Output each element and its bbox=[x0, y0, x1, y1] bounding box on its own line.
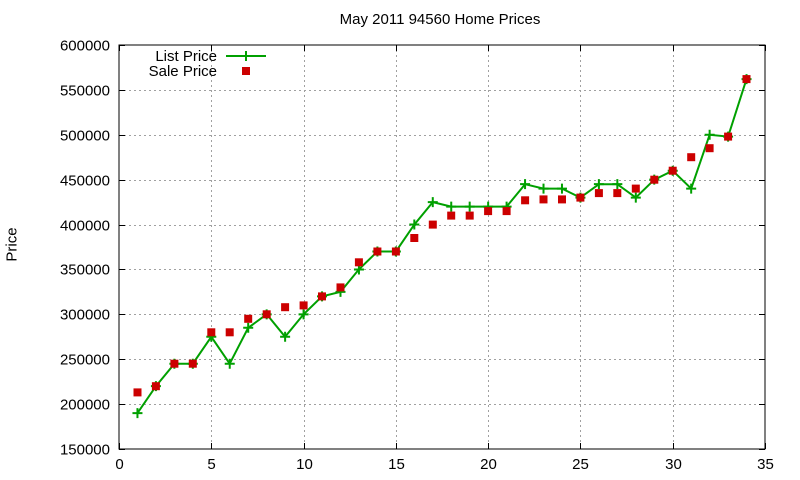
plot-frame bbox=[118, 44, 766, 450]
x-axis-ticks: 0 5 10 15 20 25 30 35 bbox=[115, 45, 774, 473]
x-tick-label: 15 bbox=[388, 456, 405, 473]
series-list-price bbox=[132, 74, 752, 419]
square-marker-icon bbox=[188, 359, 197, 368]
plus-marker-icon bbox=[630, 192, 641, 203]
grid-lines bbox=[119, 45, 765, 449]
y-tick-label: 400000 bbox=[60, 218, 110, 235]
list-price-line bbox=[136, 78, 748, 414]
square-marker-icon bbox=[133, 388, 142, 397]
square-marker-icon bbox=[299, 301, 308, 310]
legend: List Price Sale Price bbox=[149, 48, 266, 80]
square-marker-icon bbox=[354, 258, 363, 267]
square-marker-icon bbox=[650, 175, 659, 184]
square-marker-icon bbox=[724, 132, 733, 141]
legend-square-marker-icon bbox=[242, 67, 250, 75]
plus-marker-icon bbox=[427, 197, 438, 208]
plus-marker-icon bbox=[298, 309, 309, 320]
square-marker-icon bbox=[428, 220, 437, 229]
x-tick-label: 0 bbox=[115, 456, 123, 473]
square-marker-icon bbox=[594, 189, 603, 198]
square-marker-icon bbox=[281, 303, 290, 312]
square-marker-icon bbox=[465, 211, 474, 220]
x-tick-label: 10 bbox=[296, 456, 313, 473]
square-marker-icon bbox=[631, 184, 640, 193]
y-tick-label: 450000 bbox=[60, 173, 110, 190]
square-marker-icon bbox=[391, 247, 400, 256]
y-axis-ticks: 150000 200000 250000 300000 350000 400000 4500… bbox=[60, 38, 765, 459]
square-marker-icon bbox=[447, 211, 456, 220]
plus-marker-icon bbox=[280, 331, 291, 342]
plus-marker-icon bbox=[593, 179, 604, 190]
square-marker-icon bbox=[207, 328, 216, 337]
square-marker-icon bbox=[705, 144, 714, 153]
y-tick-label: 250000 bbox=[60, 352, 110, 369]
x-tick-label: 30 bbox=[665, 456, 682, 473]
plus-marker-icon bbox=[224, 358, 235, 369]
series-sale-price bbox=[133, 75, 751, 397]
square-marker-icon bbox=[225, 328, 234, 337]
plus-marker-icon bbox=[132, 408, 143, 419]
plus-marker-icon bbox=[446, 201, 457, 212]
square-marker-icon bbox=[576, 193, 585, 202]
square-marker-icon bbox=[521, 196, 530, 205]
y-tick-label: 500000 bbox=[60, 128, 110, 145]
y-tick-label: 550000 bbox=[60, 83, 110, 100]
legend-label-list: List Price bbox=[155, 48, 217, 65]
plus-marker-icon bbox=[409, 219, 420, 230]
plus-marker-icon bbox=[464, 201, 475, 212]
legend-plus-marker-icon bbox=[241, 51, 251, 61]
x-tick-label: 20 bbox=[480, 456, 497, 473]
y-tick-label: 600000 bbox=[60, 38, 110, 55]
plus-marker-icon bbox=[520, 179, 531, 190]
square-marker-icon bbox=[170, 359, 179, 368]
plus-marker-icon bbox=[686, 183, 697, 194]
plus-marker-icon bbox=[556, 183, 567, 194]
chart-title: May 2011 94560 Home Prices bbox=[339, 11, 541, 28]
square-marker-icon bbox=[336, 283, 345, 292]
square-marker-icon bbox=[151, 382, 160, 391]
x-tick-label: 25 bbox=[572, 456, 589, 473]
square-marker-icon bbox=[502, 207, 511, 216]
y-tick-label: 350000 bbox=[60, 262, 110, 279]
plus-marker-icon bbox=[612, 179, 623, 190]
y-tick-label: 150000 bbox=[60, 442, 110, 459]
y-tick-label: 300000 bbox=[60, 307, 110, 324]
plus-marker-icon bbox=[704, 129, 715, 140]
legend-label-sale: Sale Price bbox=[149, 63, 217, 80]
square-marker-icon bbox=[262, 310, 271, 319]
square-marker-icon bbox=[668, 166, 677, 175]
square-marker-icon bbox=[558, 195, 566, 204]
square-marker-icon bbox=[742, 75, 751, 84]
plus-marker-icon bbox=[243, 322, 254, 333]
square-marker-icon bbox=[613, 189, 622, 198]
x-tick-label: 5 bbox=[207, 456, 215, 473]
y-tick-label: 200000 bbox=[60, 397, 110, 414]
square-marker-icon bbox=[687, 153, 696, 162]
square-marker-icon bbox=[410, 234, 419, 242]
square-marker-icon bbox=[484, 207, 493, 216]
plus-marker-icon bbox=[538, 183, 549, 194]
x-tick-label: 35 bbox=[757, 456, 774, 473]
square-marker-icon bbox=[373, 247, 382, 256]
square-marker-icon bbox=[244, 314, 253, 323]
square-marker-icon bbox=[539, 195, 548, 204]
square-marker-icon bbox=[318, 292, 326, 301]
